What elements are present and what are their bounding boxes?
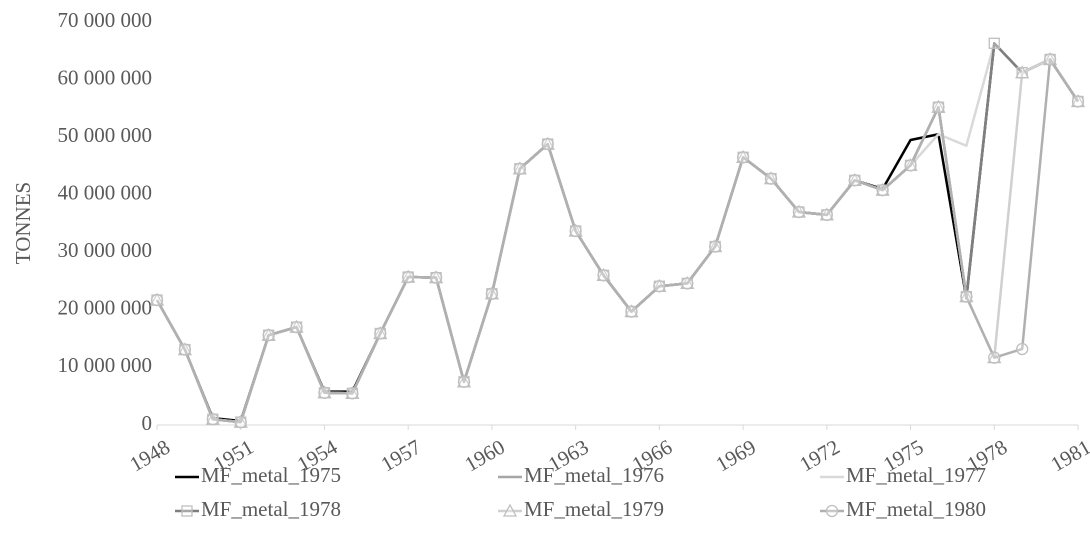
data-point — [290, 320, 303, 334]
legend-marker — [502, 503, 518, 517]
data-point — [402, 270, 415, 284]
series-line — [155, 42, 1080, 424]
data-point — [206, 413, 219, 426]
data-point — [988, 37, 1000, 49]
data-point — [569, 224, 582, 238]
y-tick-label: 70 000 000 — [58, 8, 153, 32]
data-point — [876, 183, 889, 197]
data-point — [262, 329, 275, 342]
x-tick-label: 1957 — [377, 435, 425, 477]
data-point — [904, 159, 917, 172]
data-point — [178, 343, 192, 356]
series-line — [155, 42, 1080, 423]
data-point — [541, 137, 554, 151]
legend-label: MF_metal_1975 — [201, 463, 341, 487]
data-point — [1016, 342, 1029, 356]
series-line — [155, 42, 1080, 424]
y-tick-label: 10 000 000 — [58, 353, 153, 377]
data-point — [457, 375, 471, 388]
y-tick-label: 0 — [142, 411, 153, 435]
data-point — [1015, 65, 1030, 79]
x-tick-label: 1972 — [795, 435, 843, 477]
legend-marker — [181, 505, 193, 517]
data-point — [234, 415, 247, 429]
data-point — [374, 327, 387, 340]
data-point — [736, 151, 750, 164]
y-tick-label: 40 000 000 — [58, 181, 153, 205]
data-point — [1071, 95, 1085, 108]
data-point — [1043, 53, 1057, 66]
y-tick-label: 20 000 000 — [58, 296, 153, 320]
x-tick-label: 1948 — [126, 435, 174, 477]
x-tick-label: 1969 — [712, 435, 760, 477]
data-point — [429, 271, 443, 284]
data-point — [150, 293, 164, 307]
legend-label: MF_metal_1977 — [846, 463, 986, 487]
series-line — [155, 42, 1080, 424]
legend-label: MF_metal_1978 — [201, 497, 341, 521]
legend-marker — [825, 504, 839, 518]
data-point — [653, 280, 666, 293]
x-tick-label: 1960 — [460, 435, 508, 477]
y-tick-label: 30 000 000 — [58, 238, 153, 262]
data-point — [485, 287, 499, 300]
data-point — [764, 172, 778, 185]
data-point — [625, 305, 638, 318]
data-point — [597, 269, 610, 282]
legend-label: MF_metal_1976 — [524, 463, 664, 487]
y-tick-label: 50 000 000 — [58, 123, 153, 147]
y-tick-label: 60 000 000 — [58, 65, 153, 89]
data-point — [820, 208, 833, 222]
data-point — [318, 386, 331, 399]
x-tick-label: 1981 — [1047, 435, 1090, 477]
legend-label: MF_metal_1979 — [524, 497, 664, 521]
data-point — [681, 277, 694, 290]
data-point — [848, 174, 861, 187]
data-point — [709, 240, 722, 253]
y-axis-title: TONNES — [11, 182, 35, 264]
data-point — [792, 205, 806, 219]
data-point — [932, 101, 945, 114]
data-point — [346, 387, 359, 400]
data-point — [960, 290, 973, 303]
series-line — [155, 58, 1080, 424]
data-point — [988, 351, 1001, 364]
legend-label: MF_metal_1980 — [846, 497, 986, 521]
data-point — [513, 162, 526, 175]
